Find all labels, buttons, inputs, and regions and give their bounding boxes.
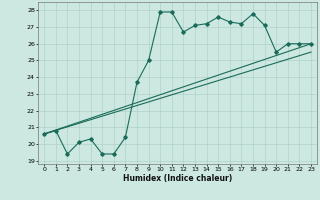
X-axis label: Humidex (Indice chaleur): Humidex (Indice chaleur) <box>123 174 232 183</box>
